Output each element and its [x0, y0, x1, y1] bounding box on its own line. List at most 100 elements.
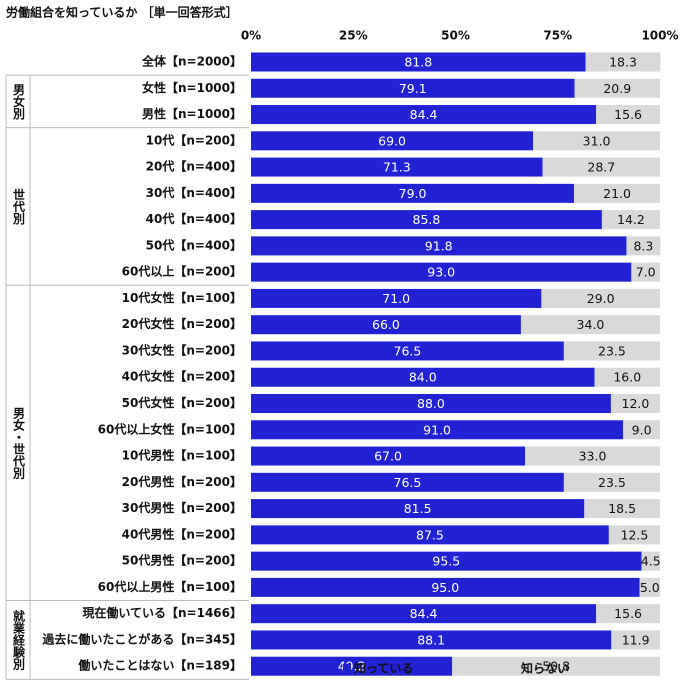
bar-segment	[251, 656, 453, 676]
bar-segment	[251, 341, 564, 361]
value-label: 15.6	[614, 107, 642, 122]
category-label: 10代男性【n=100】	[122, 448, 242, 463]
group-label: 世代別	[12, 187, 26, 225]
value-label: 76.5	[394, 343, 422, 358]
bar-segment	[574, 78, 660, 98]
value-label: 66.0	[372, 317, 400, 332]
value-label: 88.0	[417, 396, 445, 411]
legend-label: 知らない	[520, 661, 569, 676]
bar-segment	[563, 341, 660, 361]
category-label: 50代女性【n=200】	[122, 395, 242, 410]
category-label: 働いたことはない【n=189】	[77, 658, 242, 673]
x-tick-label: 100%	[641, 29, 678, 43]
bar-segment	[542, 157, 660, 177]
value-label: 84.4	[410, 606, 438, 621]
bar-segment	[251, 262, 632, 282]
category-label: 20代男性【n=200】	[122, 474, 242, 489]
bar-segment	[251, 499, 585, 519]
value-label: 84.4	[410, 107, 438, 122]
value-label: 8.3	[633, 238, 653, 253]
bar-segment	[611, 630, 660, 650]
value-label: 12.5	[621, 527, 649, 542]
bar-segment	[251, 210, 602, 230]
value-label: 95.0	[431, 580, 459, 595]
value-label: 79.0	[399, 186, 427, 201]
value-label: 9.0	[632, 422, 652, 437]
group-label: 男女・世代別	[12, 406, 26, 479]
category-label: 30代男性【n=200】	[122, 500, 242, 515]
value-label: 14.2	[617, 212, 645, 227]
value-label: 7.0	[636, 265, 656, 280]
bar-segment	[251, 446, 526, 466]
value-label: 76.5	[394, 475, 422, 490]
bar-segment	[251, 577, 640, 597]
value-label: 84.0	[409, 370, 437, 385]
bar-segment	[251, 472, 564, 492]
category-label: 50代男性【n=200】	[122, 553, 242, 568]
bar-segment	[596, 105, 660, 125]
value-label: 91.0	[423, 422, 451, 437]
bar-segment	[594, 367, 660, 387]
x-tick-label: 75%	[543, 29, 572, 43]
category-label: 女性【n=1000】	[142, 80, 242, 95]
value-label: 12.0	[622, 396, 650, 411]
value-label: 5.0	[640, 580, 660, 595]
value-label: 34.0	[577, 317, 605, 332]
category-label: 40代女性【n=200】	[122, 369, 242, 384]
x-tick-label: 0%	[241, 29, 261, 43]
value-label: 23.5	[598, 475, 626, 490]
bar-segment	[525, 446, 660, 466]
bar-segment	[608, 525, 660, 545]
category-label: 男性【n=1000】	[142, 106, 242, 121]
value-label: 11.9	[622, 632, 650, 647]
bar-segment	[251, 604, 597, 624]
value-label: 4.5	[641, 554, 661, 569]
value-label: 91.8	[425, 238, 453, 253]
value-label: 81.5	[404, 501, 432, 516]
bar-segment	[251, 78, 575, 98]
category-label: 60代以上【n=200】	[122, 264, 242, 279]
value-label: 31.0	[583, 133, 611, 148]
bar-segment	[452, 656, 660, 676]
value-label: 71.3	[383, 160, 411, 175]
bar-segment	[251, 367, 595, 387]
value-label: 88.1	[417, 632, 445, 647]
bar-segment	[251, 183, 575, 203]
category-label: 過去に働いたことがある【n=345】	[41, 631, 242, 646]
group-label: 就業経験別	[12, 609, 26, 671]
bar-segment	[520, 315, 660, 335]
bar-segment	[574, 183, 660, 203]
x-tick-label: 25%	[339, 29, 368, 43]
bar-segment	[251, 52, 586, 72]
bar-segment	[639, 577, 660, 597]
legend-swatch	[343, 664, 351, 672]
bar-segment	[251, 105, 597, 125]
value-label: 50.8	[542, 659, 570, 674]
value-label: 95.5	[432, 554, 460, 569]
category-label: 40代男性【n=200】	[122, 526, 242, 541]
value-label: 79.1	[399, 81, 427, 96]
bar-segment	[641, 551, 660, 571]
bar-segment	[251, 525, 609, 545]
value-label: 69.0	[378, 133, 406, 148]
category-label: 30代女性【n=200】	[122, 342, 242, 357]
category-label: 10代女性【n=100】	[122, 290, 242, 305]
bar-segment	[251, 288, 542, 308]
category-label: 60代以上男性【n=100】	[98, 579, 242, 594]
bar-segment	[251, 131, 534, 151]
category-label: 30代【n=400】	[146, 185, 242, 200]
bar-segment	[585, 52, 661, 72]
bar-segment	[251, 630, 612, 650]
bar-segment	[541, 288, 660, 308]
value-label: 18.3	[609, 55, 637, 70]
legend-label: 知っている	[353, 661, 413, 676]
bar-segment	[596, 604, 660, 624]
value-label: 71.0	[382, 291, 410, 306]
chart-title: 労働組合を知っているか ［単一回答形式］	[6, 5, 238, 20]
category-label: 10代【n=200】	[146, 132, 242, 147]
value-label: 85.8	[413, 212, 441, 227]
value-label: 93.0	[427, 265, 455, 280]
value-label: 18.5	[608, 501, 636, 516]
value-label: 33.0	[579, 449, 607, 464]
